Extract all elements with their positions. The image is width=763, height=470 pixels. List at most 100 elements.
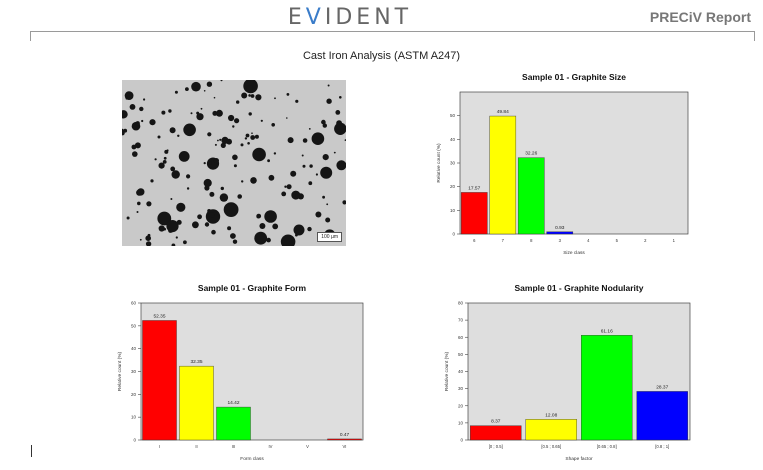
x-axis-label: Form class <box>240 456 264 462</box>
bar-value-label: 52.35 <box>153 313 165 319</box>
evident-logo: EVIDENT <box>250 5 450 30</box>
graphite-nodule <box>191 81 201 92</box>
graphite-nodule <box>295 99 299 103</box>
x-tick-label: 5 <box>616 238 619 243</box>
graphite-nodule <box>250 135 256 140</box>
bar-value-label: 49.84 <box>497 109 509 115</box>
graphite-nodule <box>322 195 325 199</box>
graphite-nodule <box>170 166 176 172</box>
graphite-nodule <box>232 125 235 128</box>
graphite-nodule <box>272 223 279 230</box>
bar <box>525 419 577 441</box>
graphite-nodule <box>203 90 206 92</box>
graphite-nodule <box>290 170 297 177</box>
graphite-nodule <box>141 119 144 123</box>
micrograph-image: 100 µm <box>122 80 346 246</box>
graphite-nodule <box>342 200 346 205</box>
graphite-nodule <box>252 147 266 162</box>
bar <box>517 157 545 235</box>
graphite-nodule <box>139 238 142 241</box>
logo-part-accent: V <box>305 5 325 30</box>
bar <box>581 335 633 441</box>
x-tick-label: 4 <box>587 238 590 243</box>
y-axis-label: Relative count (%) <box>436 143 442 183</box>
y-tick-label: 50 <box>458 352 464 357</box>
x-tick-label: 3 <box>559 238 562 243</box>
bar-value-label: 14.42 <box>227 400 239 406</box>
graphite-nodule <box>170 230 173 233</box>
graphite-nodule <box>264 210 277 223</box>
graphite-nodule <box>137 201 141 206</box>
y-tick-label: 40 <box>458 369 464 374</box>
document-title: Cast Iron Analysis (ASTM A247) <box>302 50 461 62</box>
graphite-nodule <box>162 160 167 164</box>
graphite-nodule <box>211 229 216 235</box>
graphite-nodule <box>309 164 313 168</box>
graphite-nodule <box>122 110 128 119</box>
bar <box>179 365 214 441</box>
graphite-nodule <box>134 142 141 149</box>
graphite-nodule <box>271 123 275 127</box>
graphite-nodule <box>248 112 252 116</box>
graphite-nodule <box>221 136 229 144</box>
graphite-nodule <box>176 202 186 212</box>
graphite-nodule <box>219 193 229 202</box>
graphite-nodule <box>166 220 179 233</box>
graphite-nodule <box>213 96 216 99</box>
graphite-nodule <box>174 90 178 94</box>
graphite-nodule <box>246 85 253 92</box>
graphite-nodule <box>139 106 144 112</box>
y-tick-label: 20 <box>450 184 456 189</box>
bar-value-label: 32.26 <box>525 151 537 157</box>
bar <box>546 231 574 235</box>
graphite-nodule <box>161 110 166 115</box>
graphite-nodule <box>321 119 326 125</box>
graphite-nodule <box>286 117 288 119</box>
graphite-nodule <box>126 216 130 220</box>
graphite-size-chart-svg: Sample 01 - Graphite Size 0 10 20 30 40 50 17.5… <box>436 72 689 256</box>
x-tick-label: 7 <box>502 238 505 243</box>
graphite-form-chart: Sample 01 - Graphite Form 0 10 20 30 40 50 60 52… <box>95 283 375 468</box>
text-cursor <box>31 445 32 457</box>
graphite-nodule <box>217 139 219 142</box>
bar <box>636 391 688 441</box>
graphite-nodule <box>185 87 189 91</box>
graphite-nodule <box>131 144 137 150</box>
graphite-nodule <box>230 233 236 239</box>
graphite-nodule <box>203 162 206 165</box>
x-tick-label: III <box>232 444 236 449</box>
graphite-nodule <box>335 110 341 115</box>
x-tick-label: [0.65 ; 0.8] <box>597 444 617 449</box>
graphite-nodule <box>302 164 306 168</box>
y-tick-label: 20 <box>131 392 137 397</box>
graphite-nodule <box>137 188 145 196</box>
graphite-nodule <box>267 159 270 163</box>
graphite-nodule <box>232 154 238 161</box>
plot-area <box>140 302 364 441</box>
graphite-nodule <box>190 112 193 115</box>
y-tick-label: 10 <box>131 415 137 420</box>
graphite-nodule <box>256 215 260 219</box>
graphite-nodule <box>241 92 248 99</box>
graphite-nodule <box>143 98 146 101</box>
graphite-nodule <box>302 138 308 143</box>
bar <box>470 425 522 441</box>
graphite-nodule <box>204 222 210 227</box>
graphite-nodule <box>170 198 173 200</box>
y-tick-label: 0 <box>460 438 463 443</box>
graphite-nodule <box>186 187 190 190</box>
graphite-nodule <box>248 94 251 97</box>
graphite-nodule <box>237 194 242 199</box>
graphite-nodule <box>336 160 346 171</box>
graphite-nodule <box>236 100 240 104</box>
x-tick-label: VI <box>343 444 347 449</box>
graphite-nodule <box>308 181 313 186</box>
logo-part-2: IDENT <box>324 5 413 30</box>
micrograph-graphic <box>122 80 346 246</box>
x-tick-label: [0.8 ; 1] <box>655 444 669 449</box>
graphite-nodule <box>145 241 152 246</box>
y-tick-label: 0 <box>133 438 136 443</box>
graphite-nodule <box>146 201 152 207</box>
graphite-nodule <box>171 170 180 179</box>
y-tick-label: 10 <box>450 208 456 213</box>
